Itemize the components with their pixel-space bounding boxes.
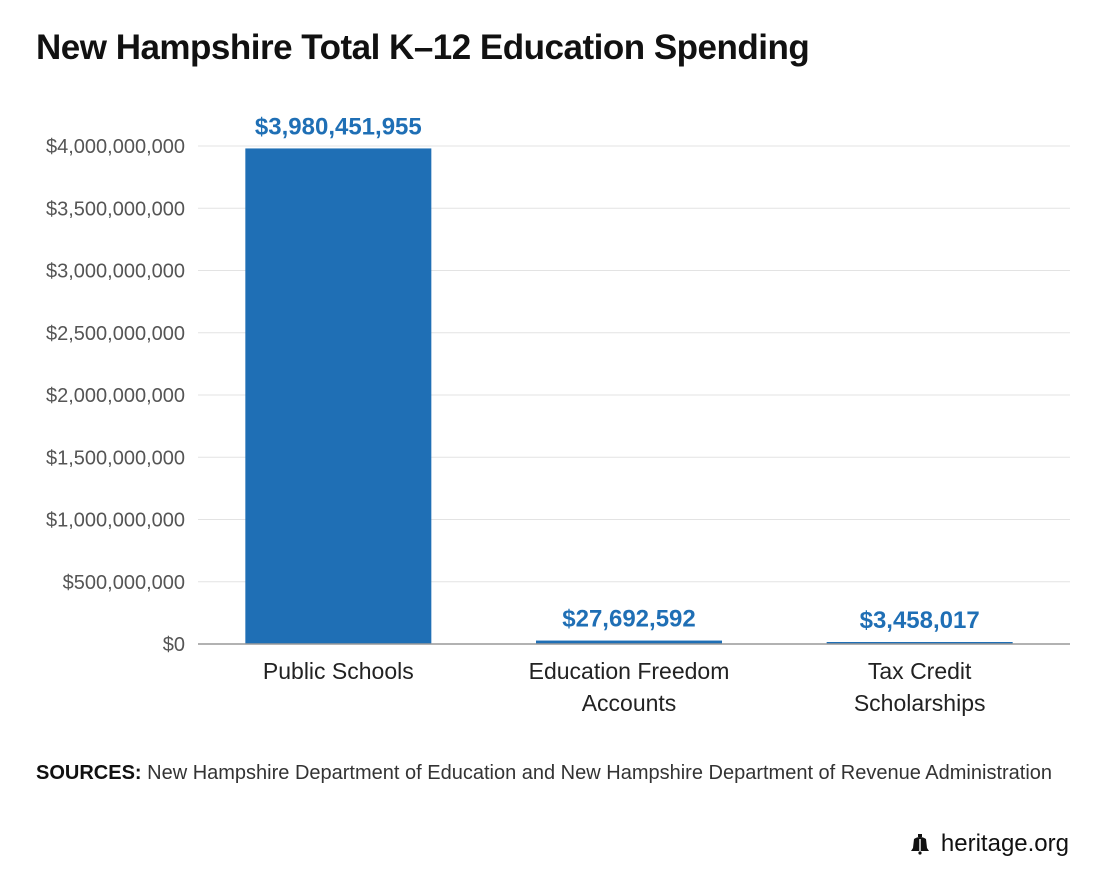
data-label: $3,458,017 [860, 607, 980, 634]
y-tick-label: $3,000,000,000 [46, 261, 185, 283]
source-label: SOURCES: [36, 762, 142, 784]
category-label: Accounts [582, 690, 677, 716]
data-label: $27,692,592 [562, 606, 695, 633]
brand: heritage.org [909, 830, 1069, 858]
category-label: Public Schools [263, 658, 414, 684]
liberty-bell-icon [909, 833, 931, 855]
y-tick-label: $0 [163, 634, 185, 656]
y-tick-label: $4,000,000,000 [46, 136, 185, 158]
category-label: Tax Credit [868, 658, 972, 684]
y-tick-label: $2,000,000,000 [46, 385, 185, 407]
y-tick-label: $3,500,000,000 [46, 198, 185, 220]
bar [245, 148, 432, 645]
data-label: $3,980,451,955 [255, 113, 422, 140]
y-tick-label: $1,500,000,000 [46, 447, 185, 469]
source-text: New Hampshire Department of Education an… [147, 762, 1053, 784]
y-tick-label: $2,500,000,000 [46, 323, 185, 345]
chart-title: New Hampshire Total K–12 Education Spend… [36, 28, 810, 67]
bar [826, 642, 1013, 644]
category-label: Education Freedom [529, 658, 730, 684]
y-tick-label: $500,000,000 [63, 572, 185, 594]
y-tick-label: $1,000,000,000 [46, 510, 185, 532]
bar [536, 640, 722, 644]
source-note: SOURCES: New Hampshire Department of Edu… [36, 762, 1052, 785]
category-label: Scholarships [854, 690, 986, 716]
brand-text: heritage.org [940, 830, 1069, 857]
